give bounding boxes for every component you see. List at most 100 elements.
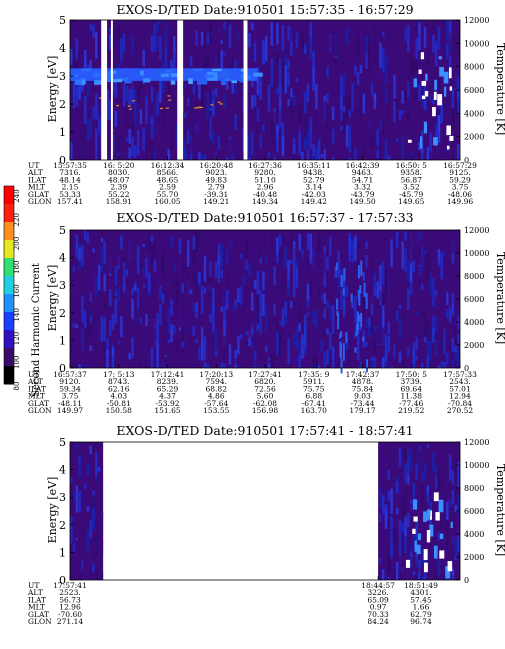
spectrogram-cell xyxy=(295,266,299,289)
y2-tick-label: 2000 xyxy=(464,341,484,350)
spectrogram-cell xyxy=(426,147,430,160)
spectrogram-cell xyxy=(426,328,430,354)
spectrogram-cell xyxy=(81,364,84,368)
spectrogram-cell xyxy=(212,53,215,80)
spectrogram-feature xyxy=(429,524,434,537)
spectrogram-cell xyxy=(382,357,385,368)
spectrogram-cell xyxy=(312,80,315,90)
spectrogram-cell xyxy=(407,97,410,122)
spectrogram-cell xyxy=(128,147,132,159)
spectrogram-cell xyxy=(390,239,393,268)
spectrogram-cell xyxy=(86,233,90,245)
spectrogram-cell xyxy=(432,526,435,534)
spectrogram-cell xyxy=(390,278,393,288)
spectrogram-cell xyxy=(312,255,315,278)
spectrogram-cell xyxy=(379,142,382,160)
spectrogram-cell xyxy=(114,298,118,324)
spectrogram-cell xyxy=(81,135,84,160)
y-tick-label: 5 xyxy=(59,14,66,27)
table-cell: 59.29 xyxy=(449,175,471,184)
spectrogram-cell xyxy=(153,339,157,359)
spectrogram-cell xyxy=(200,247,204,264)
spectrogram-cell xyxy=(454,459,457,479)
colorbar-swatch xyxy=(4,222,14,241)
table-cell: 4.03 xyxy=(110,392,127,401)
spectrogram-cell xyxy=(276,135,279,142)
spectrogram-cell xyxy=(212,132,215,144)
spectrogram-cell xyxy=(265,35,268,62)
table-cell: 72.56 xyxy=(254,384,276,393)
spectrogram-cell xyxy=(206,276,210,283)
spectrogram-cell xyxy=(343,106,346,113)
spectrogram-cell xyxy=(448,24,452,41)
spectrogram-cell xyxy=(198,280,201,287)
spectrogram-cell xyxy=(393,343,396,359)
table-cell: 5911. xyxy=(303,377,324,386)
spectrogram-cell xyxy=(81,560,84,570)
spectrogram-cell xyxy=(443,263,446,285)
data-gap xyxy=(177,20,184,160)
colorbar-swatch xyxy=(4,240,14,259)
table-cell: 9438. xyxy=(303,168,324,177)
spectrogram-cell xyxy=(220,312,223,336)
spectrogram-cell xyxy=(404,449,407,474)
spectrogram-cell xyxy=(326,300,329,308)
spectrogram-cell xyxy=(434,452,438,458)
spectrogram-cell xyxy=(153,259,157,272)
spectrogram-cell xyxy=(203,154,207,160)
table-cell: -48.06 xyxy=(448,190,472,199)
spectrogram-cell xyxy=(429,517,432,530)
spectrogram-cell xyxy=(223,280,226,307)
table-cell: 219.52 xyxy=(398,406,424,415)
spectrogram-cell xyxy=(454,498,457,511)
table-cell: 9125. xyxy=(449,168,470,177)
spectrogram-cell xyxy=(136,129,140,156)
spectrogram-feature xyxy=(357,289,360,301)
colorbar-tick-label: 180 xyxy=(13,261,21,274)
spectrogram-cell xyxy=(426,252,430,282)
y2-tick-label: 4000 xyxy=(464,318,484,327)
colorbar-swatch xyxy=(4,276,14,295)
spectrogram-cell xyxy=(290,88,293,101)
spectrogram-cell xyxy=(323,269,327,287)
spectrogram-cell xyxy=(407,260,410,283)
spectrogram-cell xyxy=(393,126,396,133)
spectrogram-cell xyxy=(253,39,257,62)
spectrogram-cell xyxy=(175,277,179,306)
spectrogram-cell xyxy=(390,353,393,368)
spectrogram-cell xyxy=(401,359,405,368)
y2-tick-label: 6000 xyxy=(464,507,484,516)
spectrogram-cell xyxy=(401,523,405,533)
spectrogram-cell xyxy=(192,274,196,287)
spectrogram-cell xyxy=(237,43,240,68)
spectrogram-feature xyxy=(421,80,427,86)
spectrogram-cell xyxy=(362,271,366,281)
spectrogram-cell xyxy=(103,241,106,265)
table-cell: 62.79 xyxy=(410,610,432,619)
spectrogram-cell xyxy=(139,75,143,90)
spectrogram-cell xyxy=(434,307,438,318)
y-tick-label: 4 xyxy=(59,42,66,55)
energy-band-cell xyxy=(205,73,214,79)
table-cell: 9463. xyxy=(352,168,373,177)
spectrogram-cell xyxy=(329,236,332,257)
spectrogram-cell xyxy=(156,35,159,51)
spectrogram-cell xyxy=(337,96,340,126)
spectrogram-cell xyxy=(134,57,137,68)
y2-tick-label: 8000 xyxy=(464,272,484,281)
spectrogram-cell xyxy=(437,248,441,264)
spectrogram-cell xyxy=(395,310,399,322)
spectrogram-cell xyxy=(395,481,399,494)
spectrogram-cell xyxy=(187,125,190,144)
spectrogram-cell xyxy=(150,142,154,160)
spectrogram-feature xyxy=(342,288,345,296)
spectrogram-cell xyxy=(351,45,354,49)
spectrogram-cell xyxy=(145,144,148,160)
spectrogram-feature xyxy=(363,282,366,297)
spectrogram-cell xyxy=(228,343,232,365)
spectrogram-cell xyxy=(159,308,162,326)
spectrogram-cell xyxy=(340,290,343,310)
spectrogram-cell xyxy=(423,309,427,338)
spectrogram-cell xyxy=(220,50,223,77)
table-cell: 149.96 xyxy=(447,197,473,206)
